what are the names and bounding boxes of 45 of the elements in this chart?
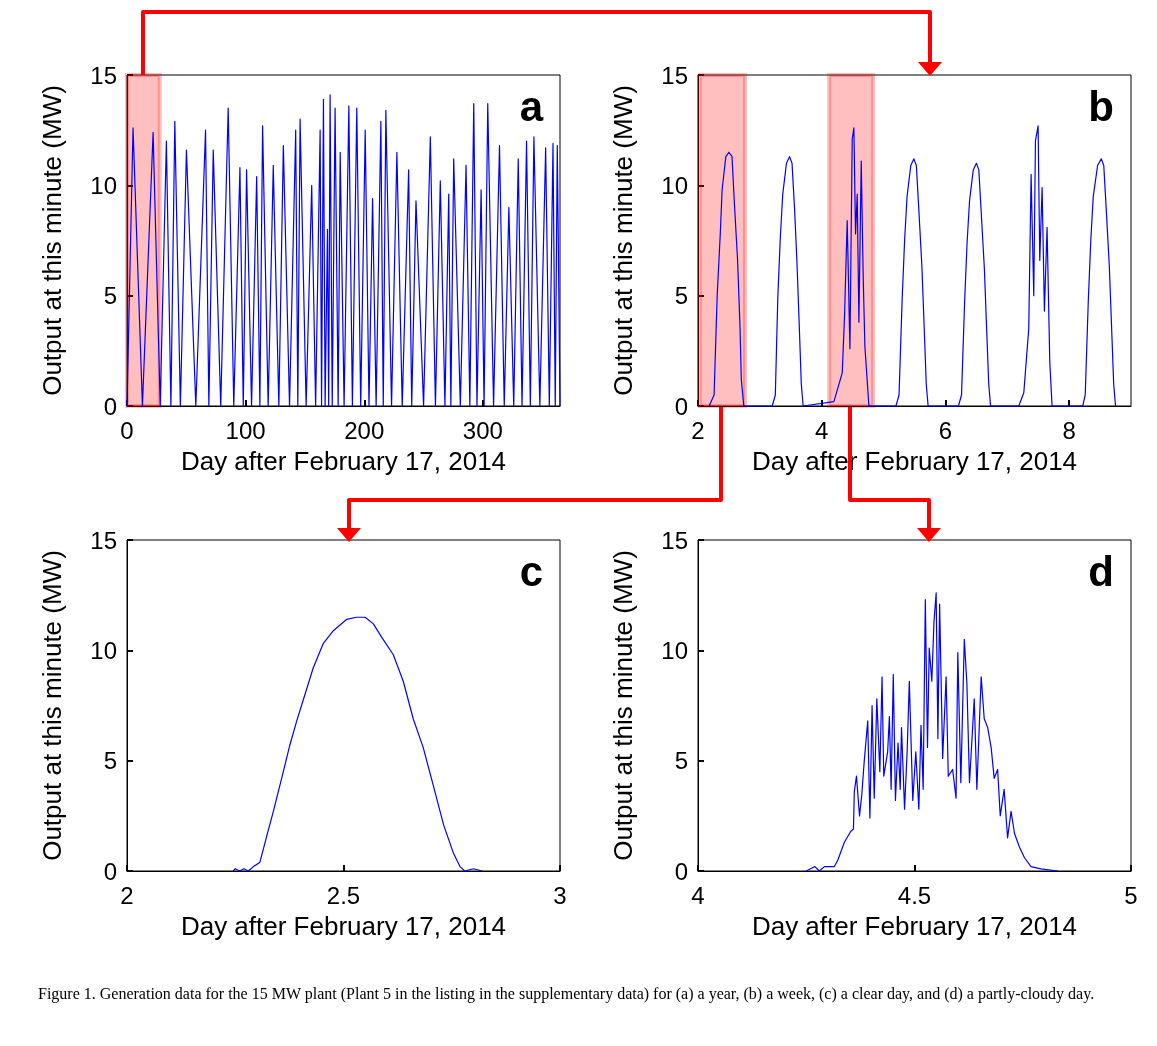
x-tick-label: 4 (691, 881, 705, 909)
y-tick-label: 0 (103, 857, 117, 885)
x-tick-label: 4.5 (897, 881, 932, 909)
x-axis-title: Day after February 17, 2014 (751, 911, 1078, 941)
y-tick-label: 0 (674, 857, 688, 885)
chart-title: d (1088, 547, 1114, 595)
y-axis-title: Output at this minute (MW) (37, 85, 67, 396)
chart-title: a (519, 82, 544, 130)
x-axis-title: Day after February 17, 2014 (180, 911, 507, 941)
caption: Figure 1. Generation data for the 15 MW plant (Plant 5 in the listing in the supplementary data) for (a) a year, (b) a week, (c) a clear day, and (d) a partly-cloudy day. (38, 984, 1096, 1005)
x-tick-label: 6 (938, 416, 953, 444)
y-tick-label: 15 (661, 526, 688, 554)
x-tick-label: 8 (1062, 416, 1076, 444)
line-series (805, 592, 1059, 872)
x-tick-label: 4 (815, 416, 829, 444)
y-tick-label: 15 (661, 61, 688, 89)
y-axis-title: Output at this minute (MW) (37, 550, 67, 861)
y-tick-label: 10 (661, 636, 688, 664)
x-tick-label: 0 (120, 416, 134, 444)
y-tick-label: 10 (661, 171, 688, 199)
y-axis-title: Output at this minute (MW) (608, 550, 638, 861)
line-series (708, 125, 1117, 407)
y-tick-label: 15 (90, 61, 117, 89)
x-tick-label: 200 (344, 416, 385, 444)
chart-title: c (519, 547, 543, 595)
x-tick-label: 3 (553, 881, 567, 909)
chart-title: b (1088, 82, 1114, 130)
x-tick-label: 100 (225, 416, 266, 444)
y-tick-label: 5 (674, 747, 688, 775)
x-tick-label: 5 (1124, 881, 1138, 909)
y-tick-label: 10 (90, 636, 117, 664)
y-tick-label: 5 (103, 747, 117, 775)
y-tick-label: 10 (90, 171, 117, 199)
y-tick-label: 0 (103, 392, 117, 420)
y-axis-title: Output at this minute (MW) (608, 85, 638, 396)
x-tick-label: 2 (691, 416, 705, 444)
x-tick-label: 2.5 (326, 881, 361, 909)
y-tick-label: 0 (674, 392, 688, 420)
x-axis-title: Day after February 17, 2014 (180, 446, 507, 476)
x-tick-label: 2 (120, 881, 134, 909)
y-tick-label: 15 (90, 526, 117, 554)
line-series (232, 616, 483, 872)
y-tick-label: 5 (674, 282, 688, 310)
x-tick-label: 300 (462, 416, 503, 444)
y-tick-label: 5 (103, 282, 117, 310)
